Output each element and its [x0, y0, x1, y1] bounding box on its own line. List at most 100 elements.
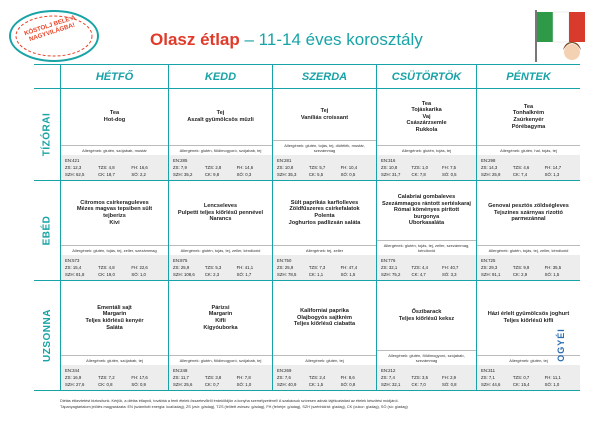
nutrition-value: ZS: 12,3 — [65, 165, 82, 170]
nutrition-value: EN:212 — [381, 368, 396, 373]
food-item: Kivi — [109, 219, 120, 226]
menu-cell: Tej Vaníliás croissant Allergének: glutén,… — [272, 89, 376, 181]
food-items: Tej Vaníliás croissant — [273, 89, 376, 140]
nutrition-value: FH: 10,4 — [340, 165, 358, 170]
food-item: Margarin — [208, 311, 233, 318]
title-sub: – 11-14 éves korosztály — [244, 30, 423, 49]
nutrition-value: SZH: 81,8 — [65, 272, 85, 277]
food-items: Tej Aszalt gyümölcsös müzli — [169, 89, 272, 145]
nutrition-value: SÓ: 0,5 — [441, 172, 457, 177]
menu-table: HÉTFŐ KEDD SZERDA CSÜTÖRTÖK PÉNTEK TÍZÓRAI Tea… — [34, 64, 580, 391]
day-header: SZERDA — [272, 65, 376, 89]
nutrition-value: CK: 4,7 — [411, 272, 426, 277]
nutrition-value: SZH: 25,6 — [173, 382, 193, 387]
food-item: Uborkasaláta — [408, 220, 445, 227]
nutrition-row: ZS: 16,9 TZS: 7,2 FH: 17,6 — [65, 374, 164, 381]
nutrition-row: EN:750 — [277, 257, 372, 264]
food-items: Tea Hot-dog — [61, 89, 168, 145]
food-item: Calabriai gombaleves — [397, 194, 456, 201]
food-item: Margarin — [102, 311, 127, 318]
nutrition-value: TZS: 2,4 — [308, 375, 326, 380]
nutrition-row: EN:573 — [65, 257, 164, 264]
nutrition-row: ZS: 25,9 TZS: 7,3 FH: 47,4 — [277, 264, 372, 271]
nutrition-value: CK: 0,7 — [204, 382, 220, 387]
nutrition-row: ZS: 11,7 TZS: 3,8 FH: 7,8 — [173, 374, 268, 381]
nutrition-row: ZS: 10,8 TZS: 1,0 FH: 7,5 — [381, 164, 472, 171]
footer-line: Tápanyagtartalom jelölés magyarázata: EN… — [60, 405, 408, 409]
day-header: KEDD — [168, 65, 272, 89]
nutrition-value: ZS: 10,8 — [381, 165, 398, 170]
nutrition: EN:281 ZS: 10,8 TZS: 5,7 FH: 10,4 SZH: 35,3 C… — [273, 155, 376, 180]
nutrition-row: SZH: 32,1 CK: 7,0 SÓ: 0,8 — [381, 381, 472, 388]
food-item: Sült paprikás karfiolleves — [290, 199, 359, 206]
footer: Diétás étkeztetést biztosítunk. Kérjük, … — [60, 398, 570, 410]
food-item: Teljes kiőrlésű ciabatta — [293, 321, 356, 328]
food-item: parmezánnal — [511, 216, 546, 223]
nutrition-value: ZS: 15,4 — [65, 265, 82, 270]
nutrition-value: SÓ: 2,2 — [131, 172, 146, 177]
nutrition-row: EN:248 — [173, 367, 268, 374]
nutrition-value: ZS: 10,8 — [277, 165, 294, 170]
food-item: Vaj — [422, 113, 431, 120]
nutrition-row: EN:281 — [277, 157, 372, 164]
nutrition-value: SÓ: 1,5 — [544, 272, 560, 277]
food-items: Ementáli sajt Margarin Teljes kiőrlésű ken… — [61, 281, 168, 355]
nutrition: EN:750 ZS: 25,9 TZS: 7,3 FH: 47,4 SZH: 78,5 C… — [273, 255, 376, 280]
nutrition-value: TZS: 3,8 — [204, 375, 222, 380]
nutrition-value: EN:311 — [481, 368, 496, 373]
food-items: Kaliforniai paprika Olajbogyós sajtkrém Te… — [273, 281, 376, 355]
nutrition-row: SZH: 35,3 CK: 5,5 SÓ: 0,5 — [277, 171, 372, 178]
food-item: Szezámmagos rántott sertéskaraj — [382, 200, 471, 207]
badge-shape — [9, 10, 99, 62]
food-items: Házi érlelt gyümölcsös joghurt Teljes kiő… — [477, 281, 580, 355]
menu-cell: Sült paprikás karfiolleves Zöldfűszeres c… — [272, 181, 376, 281]
nutrition-value: FH: 40,7 — [441, 265, 459, 270]
nutrition-row: ZS: 25,9 TZS: 5,3 FH: 41,1 — [173, 264, 268, 271]
nutrition-value: EN:281 — [277, 158, 292, 163]
nutrition-row: EN:776 — [381, 257, 472, 264]
nutrition-value: TZS: 5,3 — [204, 265, 222, 270]
nutrition-row: ZS: 12,3 TZS: 4,8 FH: 16,6 — [65, 164, 164, 171]
day-header: CSÜTÖRTÖK — [376, 65, 476, 89]
nutrition: EN:298 ZS: 14,3 TZS: 4,6 FH: 14,7 SZH: 25,9 C… — [477, 155, 580, 180]
food-item: Kígyóuborka — [203, 324, 238, 331]
nutrition-value: EN:750 — [277, 258, 292, 263]
nutrition-value: ZS: 7,6 — [277, 375, 291, 380]
nutrition-row: ZS: 14,3 TZS: 4,6 FH: 14,7 — [481, 164, 576, 171]
food-item: Teljes kiőrlésű keksz — [398, 315, 455, 322]
food-item: Joghurtos padlizsán saláta — [288, 219, 361, 226]
meal-name: UZSONNA — [41, 309, 53, 362]
food-item: Tej — [320, 107, 329, 114]
nutrition-value: ZS: 16,9 — [65, 375, 82, 380]
allergens: Allergének: glutén, földimogyoró, szójab… — [377, 350, 476, 365]
nutrition-value: TZS: 2,8 — [204, 165, 222, 170]
nutrition-value: SZH: 44,6 — [481, 382, 501, 387]
food-item: burgonya — [413, 213, 440, 220]
nutrition-value: SZH: 108,6 — [173, 272, 195, 277]
nutrition-value: FH: 11,1 — [544, 375, 561, 380]
nutrition-value: ZS: 25,9 — [173, 265, 190, 270]
food-item: Rukkola — [415, 126, 438, 133]
nutrition-row: EN:421 — [65, 157, 164, 164]
food-item: Császárzsemle — [406, 120, 447, 127]
nutrition-row: SZH: 40,9 CK: 1,5 SÓ: 0,8 — [277, 381, 372, 388]
nutrition-value: ZS: 7,1 — [481, 375, 495, 380]
nutrition-value: ZS: 11,7 — [173, 375, 189, 380]
nutrition-value: SZH: 78,5 — [277, 272, 297, 277]
nutrition-row: SZH: 27,6 CK: 0,8 SÓ: 0,9 — [65, 381, 164, 388]
menu-cell: Lencseleves Pulpetti teljes kiőrlésű penn… — [168, 181, 272, 281]
nutrition-row: ZS: 7,1 TZS: 0,7 FH: 11,1 — [481, 374, 576, 381]
brand-logo: OGYÉI — [556, 300, 594, 390]
nutrition-value: CK: 7,4 — [512, 172, 528, 177]
nutrition-value: TZS: 4,6 — [512, 165, 530, 170]
food-items: Lencseleves Pulpetti teljes kiőrlésű penn… — [169, 181, 272, 245]
nutrition-value: SÓ: 0,9 — [131, 382, 146, 387]
nutrition-value: EN:573 — [65, 258, 80, 263]
menu-cell: Citromos csirkeraguleves Mézes magvas tep… — [60, 181, 168, 281]
nutrition-value: SÓ: 1,3 — [544, 172, 560, 177]
food-item: Pulpetti teljes kiőrlésű pennével — [177, 209, 264, 216]
food-items: Citromos csirkeraguleves Mézes magvas tep… — [61, 181, 168, 245]
food-item: Ementáli sajt — [97, 304, 132, 311]
nutrition-value: TZS: 5,7 — [308, 165, 326, 170]
nutrition-value: FH: 22,6 — [131, 265, 148, 270]
